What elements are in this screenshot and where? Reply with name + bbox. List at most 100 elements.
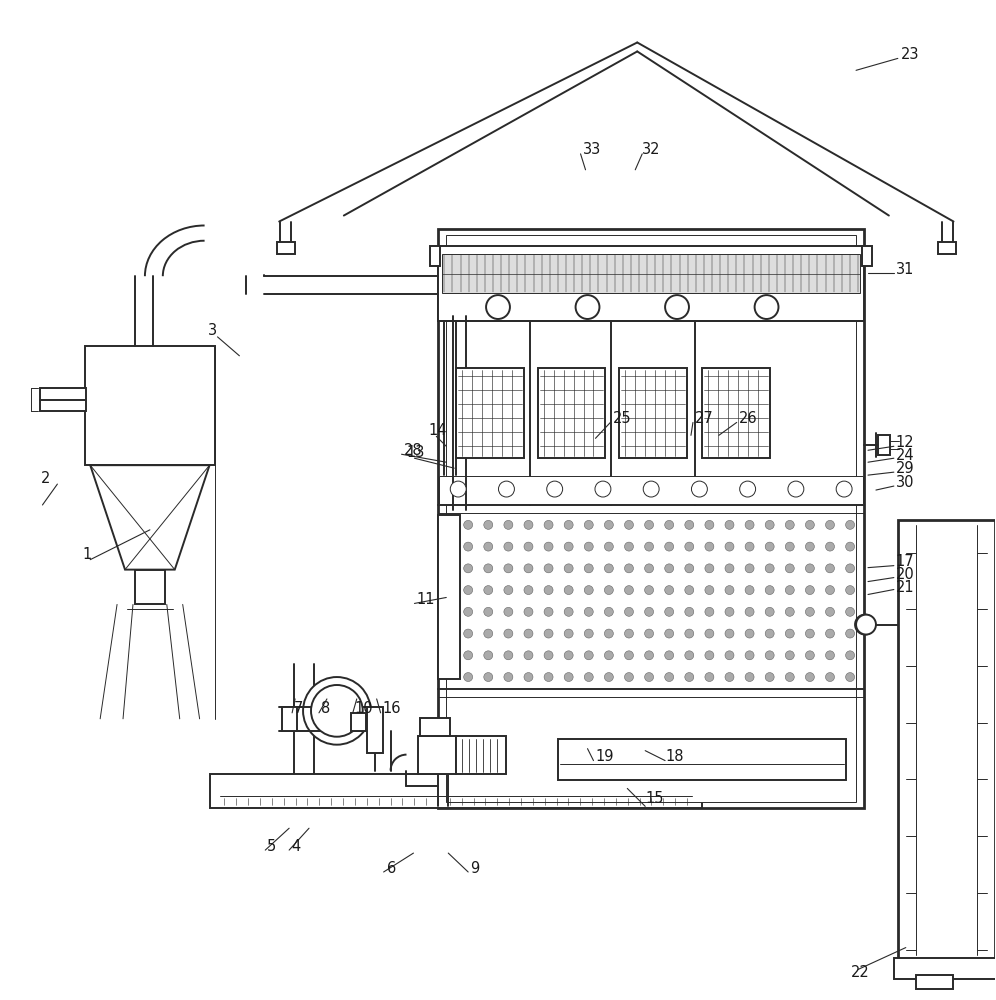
Bar	[558, 739, 847, 780]
Text: 14: 14	[428, 423, 447, 438]
Circle shape	[624, 586, 633, 595]
Bar	[438, 246, 864, 321]
Circle shape	[585, 564, 594, 573]
Text: 15: 15	[645, 791, 663, 806]
Circle shape	[765, 673, 774, 682]
Circle shape	[826, 586, 835, 595]
Circle shape	[806, 520, 815, 529]
Text: 8: 8	[321, 701, 331, 716]
Circle shape	[725, 586, 734, 595]
Circle shape	[303, 677, 371, 745]
Circle shape	[705, 651, 714, 660]
Circle shape	[846, 651, 855, 660]
Text: 33: 33	[583, 142, 601, 157]
Circle shape	[544, 586, 553, 595]
Bar	[209, 774, 702, 808]
Bar	[446, 235, 856, 802]
Circle shape	[524, 651, 533, 660]
Circle shape	[564, 673, 573, 682]
Circle shape	[644, 607, 653, 616]
Text: 4: 4	[291, 839, 301, 854]
Text: 27: 27	[695, 411, 714, 426]
Circle shape	[806, 542, 815, 551]
Circle shape	[484, 542, 493, 551]
Circle shape	[484, 520, 493, 529]
Circle shape	[644, 651, 653, 660]
Circle shape	[464, 629, 473, 638]
Circle shape	[605, 607, 614, 616]
Circle shape	[785, 629, 794, 638]
Text: 13: 13	[406, 445, 425, 460]
Circle shape	[605, 629, 614, 638]
Bar	[862, 246, 872, 266]
Circle shape	[846, 564, 855, 573]
Bar	[418, 736, 456, 774]
Circle shape	[846, 673, 855, 682]
Circle shape	[765, 542, 774, 551]
Circle shape	[486, 295, 510, 319]
Circle shape	[664, 607, 673, 616]
Circle shape	[450, 481, 466, 497]
Bar	[702, 368, 770, 458]
Text: 3: 3	[207, 323, 217, 338]
Circle shape	[685, 542, 694, 551]
Circle shape	[745, 607, 754, 616]
Circle shape	[564, 586, 573, 595]
Circle shape	[585, 586, 594, 595]
Bar	[367, 707, 382, 753]
Circle shape	[846, 520, 855, 529]
Circle shape	[785, 564, 794, 573]
Circle shape	[484, 673, 493, 682]
Bar	[86, 346, 214, 465]
Bar	[893, 958, 996, 979]
Circle shape	[826, 629, 835, 638]
Circle shape	[504, 564, 513, 573]
Text: 30: 30	[895, 475, 914, 490]
Text: 1: 1	[83, 547, 92, 562]
Circle shape	[484, 586, 493, 595]
Circle shape	[745, 564, 754, 573]
Circle shape	[785, 542, 794, 551]
Bar	[420, 718, 450, 736]
Circle shape	[725, 673, 734, 682]
Circle shape	[484, 564, 493, 573]
Circle shape	[484, 629, 493, 638]
Circle shape	[644, 673, 653, 682]
Circle shape	[585, 607, 594, 616]
Circle shape	[576, 295, 600, 319]
Circle shape	[464, 651, 473, 660]
Circle shape	[624, 673, 633, 682]
Circle shape	[664, 542, 673, 551]
Circle shape	[725, 520, 734, 529]
Circle shape	[464, 586, 473, 595]
Text: 22: 22	[852, 965, 870, 980]
Text: 7: 7	[294, 701, 304, 716]
Circle shape	[595, 481, 611, 497]
Circle shape	[806, 673, 815, 682]
Text: 6: 6	[386, 861, 395, 876]
Circle shape	[624, 607, 633, 616]
Text: 12: 12	[895, 435, 914, 450]
Circle shape	[725, 651, 734, 660]
Circle shape	[806, 586, 815, 595]
Circle shape	[785, 673, 794, 682]
Bar	[438, 515, 460, 679]
Circle shape	[464, 564, 473, 573]
Circle shape	[624, 564, 633, 573]
Text: 32: 32	[642, 142, 660, 157]
Circle shape	[846, 629, 855, 638]
Circle shape	[846, 607, 855, 616]
Bar	[135, 570, 164, 604]
Circle shape	[504, 607, 513, 616]
Circle shape	[484, 651, 493, 660]
Circle shape	[664, 651, 673, 660]
Text: 31: 31	[895, 262, 914, 277]
Circle shape	[664, 673, 673, 682]
Circle shape	[644, 564, 653, 573]
Circle shape	[705, 586, 714, 595]
Circle shape	[624, 651, 633, 660]
Bar	[277, 242, 295, 254]
Circle shape	[837, 481, 853, 497]
Bar	[351, 713, 366, 731]
Circle shape	[504, 542, 513, 551]
